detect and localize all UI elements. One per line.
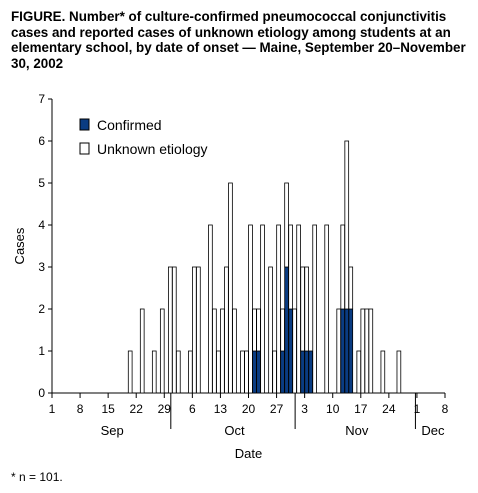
x-tick-label: 1 (414, 402, 421, 416)
bar-confirmed (280, 350, 285, 394)
bar-confirmed (348, 308, 354, 394)
bar-unknown-etiology (348, 266, 354, 310)
bar-unknown-etiology (216, 350, 221, 394)
legend-label: Confirmed (97, 117, 162, 133)
month-label: Nov (345, 423, 369, 438)
bar-unknown-etiology (284, 182, 289, 268)
bar-unknown-etiology (300, 266, 305, 352)
y-axis-title: Cases (12, 227, 27, 264)
bar-confirmed (284, 266, 289, 394)
bar-unknown-etiology (172, 266, 177, 394)
bar-unknown-etiology (296, 224, 301, 394)
x-tick-label: 22 (130, 402, 144, 416)
bar-unknown-etiology (324, 224, 330, 394)
bar-unknown-etiology (176, 350, 181, 394)
footnote: * n = 101. (11, 470, 63, 484)
bar-unknown-etiology (368, 308, 374, 394)
x-tick-label: 17 (354, 402, 368, 416)
x-axis-title: Date (235, 446, 262, 461)
x-tick-label: 6 (189, 402, 196, 416)
x-tick-label: 1 (49, 402, 56, 416)
month-label: Oct (224, 423, 245, 438)
y-tick-label: 3 (38, 260, 45, 274)
y-tick-label: 5 (38, 176, 45, 190)
y-tick-label: 4 (38, 218, 45, 232)
month-label: Sep (101, 423, 124, 438)
bar-unknown-etiology (232, 308, 237, 394)
bar-unknown-etiology (212, 308, 217, 394)
bar-confirmed (300, 350, 305, 394)
bar-unknown-etiology (208, 224, 213, 394)
chart-bars (127, 140, 402, 394)
bar-unknown-etiology (336, 308, 342, 394)
chart-labels: Sep Oct Nov Dec Date Cases (12, 227, 445, 461)
bar-unknown-etiology (268, 266, 273, 394)
bar-confirmed (288, 308, 293, 394)
bar-unknown-etiology (139, 308, 145, 394)
y-tick-label: 0 (38, 386, 45, 400)
legend-label: Unknown etiology (97, 141, 208, 157)
bar-unknown-etiology (192, 266, 197, 394)
bar-unknown-etiology (292, 308, 297, 394)
bar-unknown-etiology (159, 308, 165, 394)
x-tick-label: 8 (442, 402, 449, 416)
month-label: Dec (421, 423, 445, 438)
bar-unknown-etiology (244, 350, 249, 394)
x-tick-label: 8 (77, 402, 84, 416)
bar-unknown-etiology (256, 308, 261, 352)
bar-unknown-etiology (127, 350, 133, 394)
bar-unknown-etiology (304, 266, 309, 352)
bar-unknown-etiology (224, 266, 229, 394)
bar-confirmed (344, 308, 350, 394)
bar-unknown-etiology (280, 308, 285, 352)
bar-unknown-etiology (240, 350, 245, 394)
x-tick-label: 15 (101, 402, 115, 416)
x-tick-label: 20 (242, 402, 256, 416)
bar-unknown-etiology (360, 308, 366, 394)
bar-unknown-etiology (252, 308, 257, 352)
y-tick-label: 6 (38, 134, 45, 148)
bar-unknown-etiology (167, 266, 173, 394)
bar-unknown-etiology (188, 350, 193, 394)
bar-unknown-etiology (344, 140, 350, 310)
chart-title: FIGURE. Number* of culture-confirmed pne… (11, 9, 466, 71)
bar-unknown-etiology (380, 350, 386, 394)
x-tick-label: 13 (214, 402, 228, 416)
legend-swatch (79, 118, 90, 131)
bar-unknown-etiology (151, 350, 157, 394)
y-tick-label: 7 (38, 92, 45, 106)
bar-unknown-etiology (312, 224, 317, 394)
bar-confirmed (340, 308, 346, 394)
bar-unknown-etiology (396, 350, 402, 394)
bar-unknown-etiology (356, 350, 362, 394)
bar-unknown-etiology (288, 224, 293, 310)
y-tick-label: 2 (38, 302, 45, 316)
chart-legend: Confirmed Unknown etiology (79, 117, 208, 157)
x-tick-label: 3 (301, 402, 308, 416)
legend-swatch (79, 142, 90, 155)
bar-unknown-etiology (276, 224, 281, 394)
y-tick-label: 1 (38, 344, 45, 358)
x-tick-label: 10 (326, 402, 340, 416)
bar-confirmed (252, 350, 257, 394)
bar-unknown-etiology (220, 308, 225, 394)
bar-unknown-etiology (272, 350, 277, 394)
bar-unknown-etiology (196, 266, 201, 394)
x-tick-label: 24 (382, 402, 396, 416)
bar-unknown-etiology (228, 182, 233, 394)
bar-confirmed (308, 350, 313, 394)
bar-unknown-etiology (260, 224, 265, 394)
bar-unknown-etiology (364, 308, 370, 394)
bar-unknown-etiology (248, 224, 253, 394)
bar-unknown-etiology (340, 224, 346, 310)
x-tick-label: 27 (270, 402, 284, 416)
bar-confirmed (256, 350, 261, 394)
bar-confirmed (304, 350, 309, 394)
x-tick-label: 29 (158, 402, 172, 416)
